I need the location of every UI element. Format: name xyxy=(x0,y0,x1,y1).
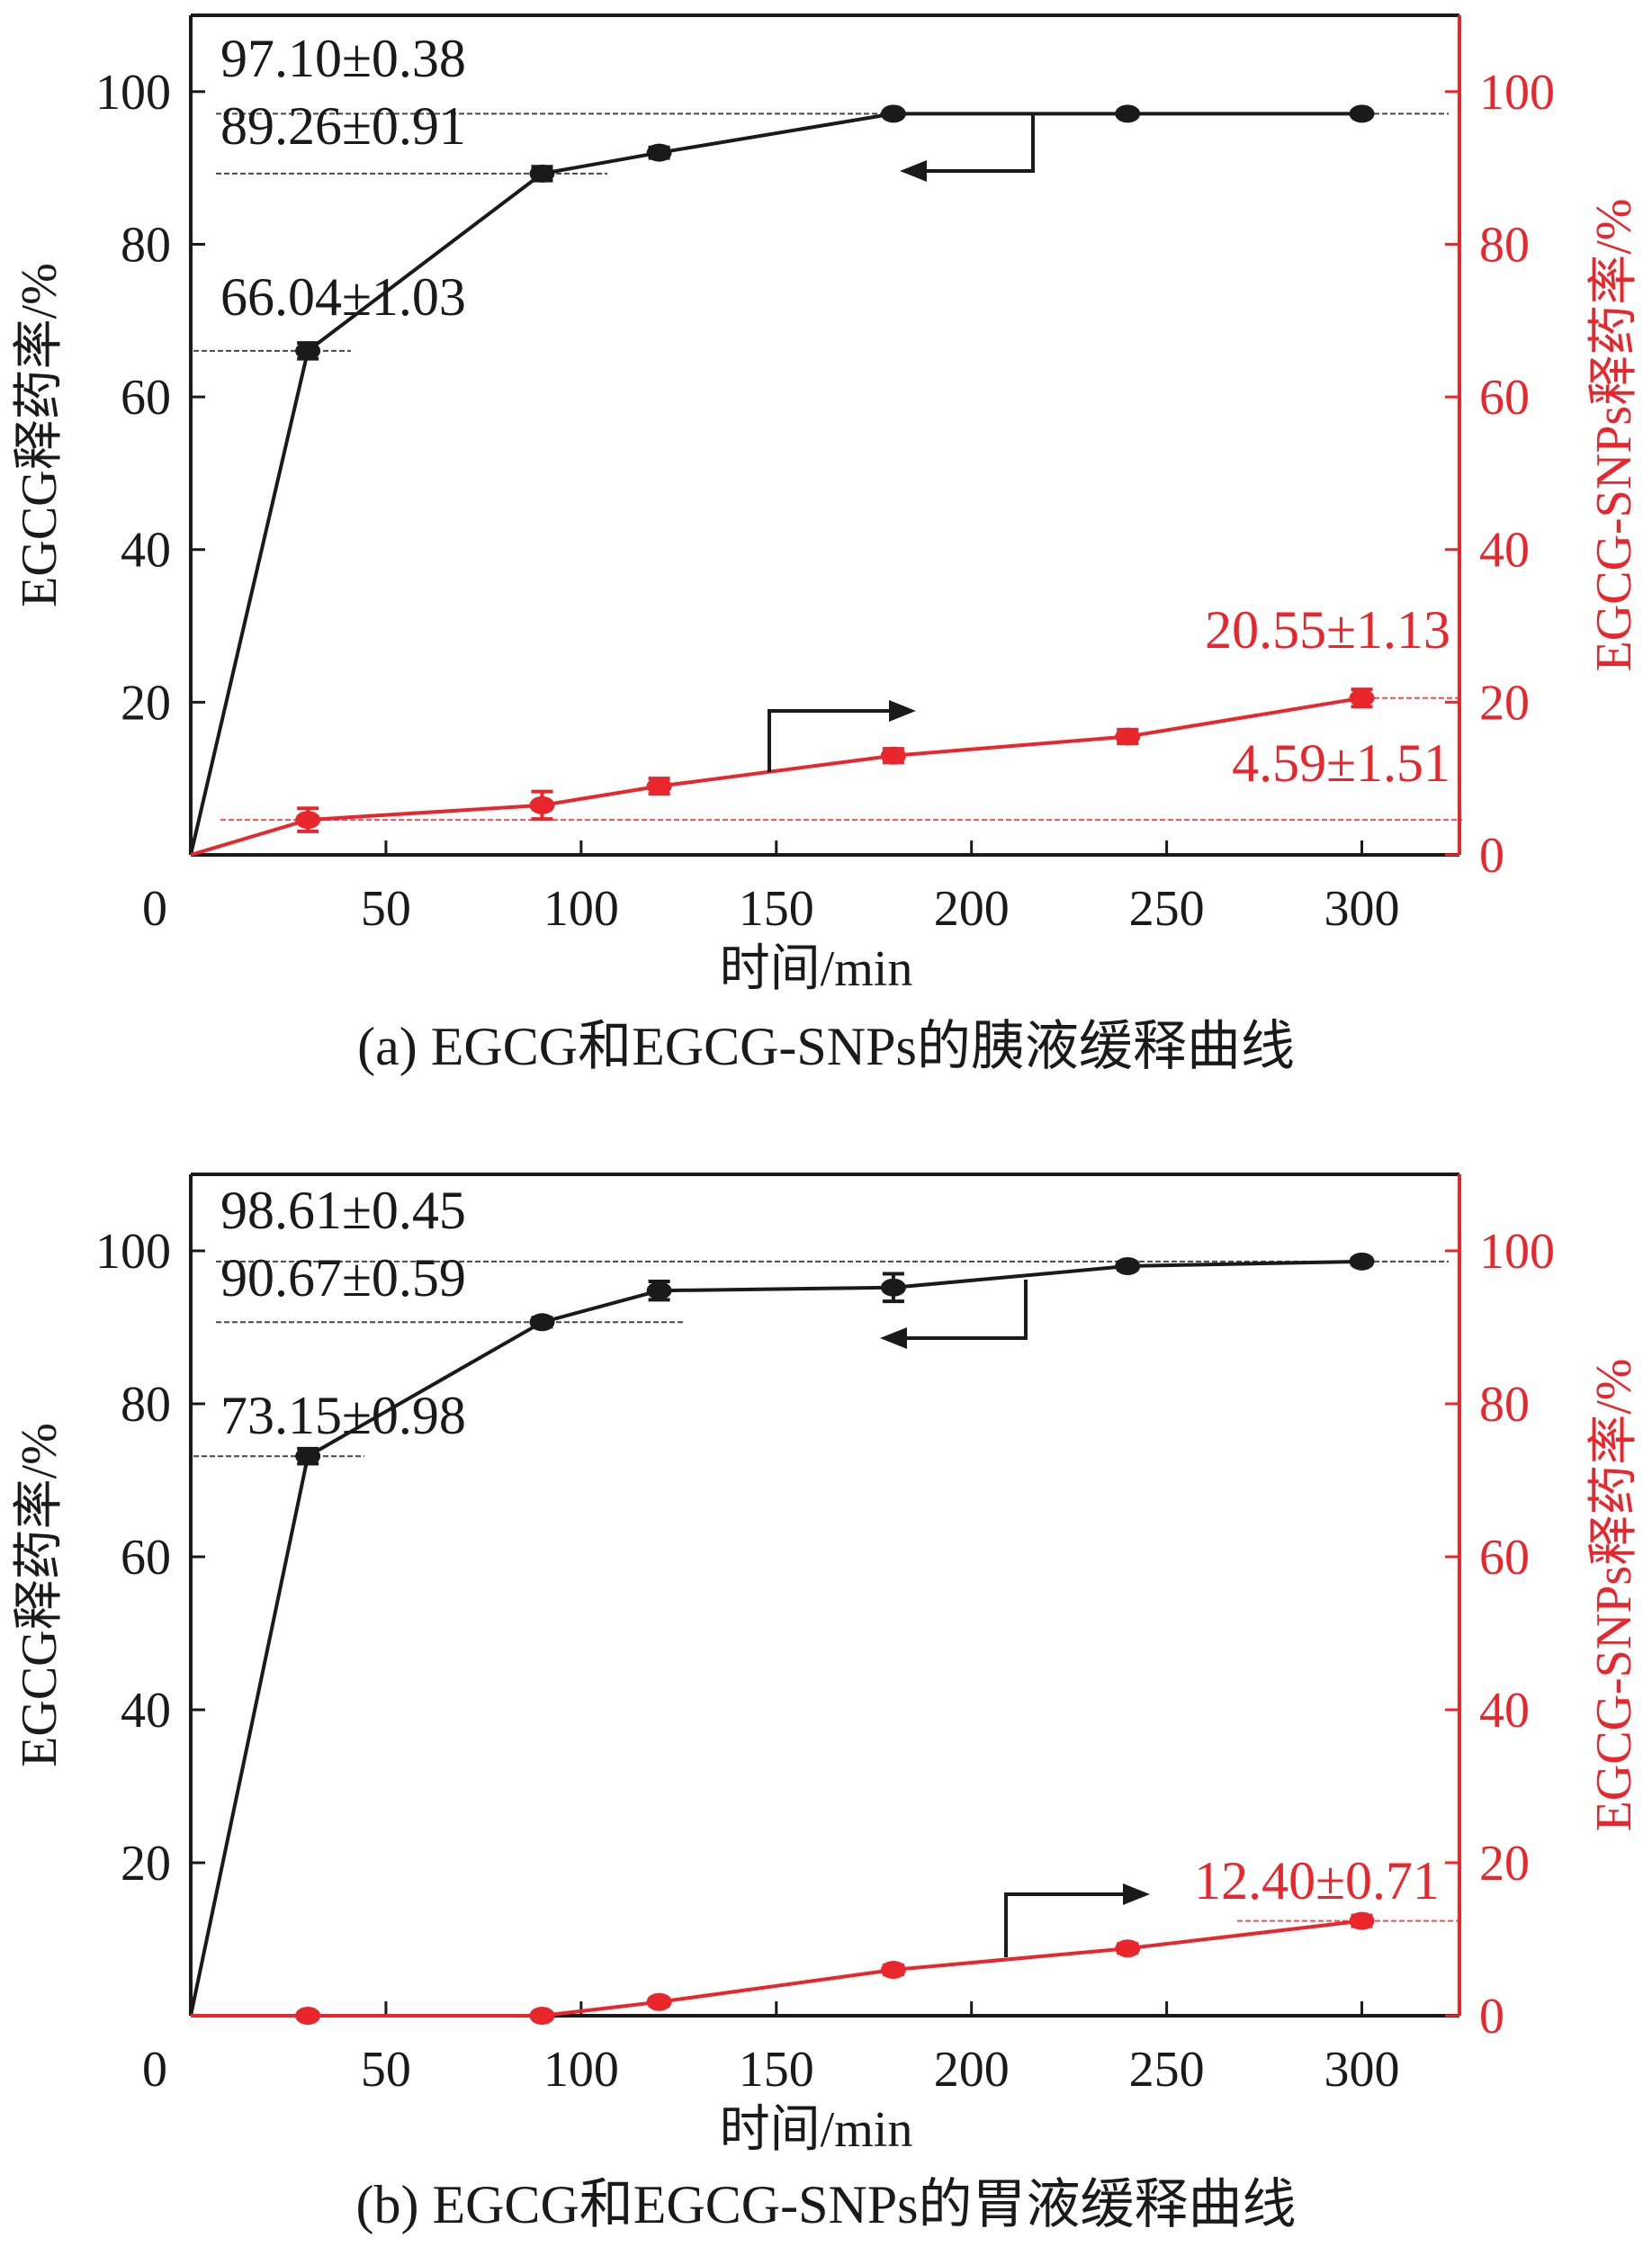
x-axis-label: 时间/min xyxy=(720,941,913,997)
figure-caption: (b) EGCG和EGCG-SNPs的胃液缓释曲线 xyxy=(355,2175,1296,2234)
data-point xyxy=(880,746,906,765)
annotation-label: 20.55±1.13 xyxy=(1205,600,1450,660)
x-tick-label: 50 xyxy=(361,2042,411,2098)
data-point xyxy=(1349,1252,1375,1271)
annotation-label: 97.10±0.38 xyxy=(220,29,466,88)
data-point xyxy=(295,2007,321,2025)
x-axis-label: 时间/min xyxy=(720,2102,913,2158)
series-egcg xyxy=(189,104,1375,856)
x-tick-label: 200 xyxy=(934,2042,1010,2098)
axis-arrow xyxy=(907,112,1035,173)
chart-panel-a: 0 50 100 150 200 250 300 20 40 60 80 100 0 20 40 60 80 10… xyxy=(12,13,1642,1076)
y-tick-label: 60 xyxy=(121,370,171,426)
arrow-head-icon xyxy=(889,700,916,722)
data-point xyxy=(880,1278,906,1297)
annotation-label: 12.40±0.71 xyxy=(1194,1851,1440,1910)
y-right-tick-label: 40 xyxy=(1479,523,1530,579)
series-egcg-snps xyxy=(191,1911,1375,2025)
data-point xyxy=(1115,104,1141,123)
x-tick-label: 300 xyxy=(1324,2042,1400,2098)
data-point xyxy=(295,341,321,360)
data-point xyxy=(529,795,555,814)
y-tick-label: 40 xyxy=(121,523,171,579)
y-right-tick-label: 80 xyxy=(1479,1377,1530,1433)
data-point xyxy=(646,777,672,795)
data-point xyxy=(529,1313,555,1332)
y-tick-label: 20 xyxy=(121,1836,171,1892)
data-point xyxy=(295,1447,321,1466)
series-line xyxy=(190,696,1362,857)
series-line xyxy=(189,1259,1362,2017)
y-tick-label: 100 xyxy=(95,1224,171,1280)
data-point xyxy=(646,1992,672,2011)
series-egcg-snps xyxy=(190,688,1375,857)
y-axis-label-right: EGCG-SNPs释药率/% xyxy=(1586,199,1642,672)
y-right-tick-label: 80 xyxy=(1479,217,1530,273)
axis-arrow xyxy=(768,709,909,772)
y-tick-label: 20 xyxy=(121,675,171,731)
data-point xyxy=(1115,727,1141,746)
y-right-tick-label: 0 xyxy=(1479,1989,1504,2045)
annotation-label: 66.04±1.03 xyxy=(220,267,466,327)
x-tick-label: 250 xyxy=(1129,2042,1205,2098)
data-point xyxy=(1349,1911,1375,1930)
arrow-head-icon xyxy=(880,1327,907,1349)
x-tick-label: 0 xyxy=(142,2042,167,2098)
data-point xyxy=(880,104,906,123)
data-point xyxy=(1115,1257,1141,1275)
data-point xyxy=(646,143,672,162)
y-tick-label: 40 xyxy=(121,1683,171,1739)
data-point xyxy=(1349,104,1375,123)
x-tick-label: 250 xyxy=(1129,881,1205,937)
figure-caption: (a) EGCG和EGCG-SNPs的胰液缓释曲线 xyxy=(357,1017,1295,1076)
x-tick-label: 150 xyxy=(739,881,814,937)
series-line xyxy=(189,112,1362,856)
y-right-tick-label: 0 xyxy=(1479,828,1504,884)
data-point xyxy=(529,164,555,183)
annotation-label: 90.67±0.59 xyxy=(220,1248,466,1308)
x-tick-label: 0 xyxy=(142,881,167,937)
annotation-label: 98.61±0.45 xyxy=(220,1181,466,1240)
annotation-label: 89.26±0.91 xyxy=(220,96,466,156)
x-tick-label: 100 xyxy=(543,2042,619,2098)
x-tick-label: 200 xyxy=(934,881,1010,937)
y-axis-label-left: EGCG释药率/% xyxy=(12,1423,67,1767)
chart-panel-b: 0 50 100 150 200 250 300 20 40 60 80 100 0 20 40 60 80 10… xyxy=(12,1173,1642,2234)
y-right-tick-label: 40 xyxy=(1479,1683,1530,1739)
y-right-tick-label: 20 xyxy=(1479,1836,1530,1892)
arrow-head-icon xyxy=(900,160,927,182)
data-point xyxy=(295,811,321,830)
annotation-label: 4.59±1.51 xyxy=(1232,733,1450,793)
axis-arrow xyxy=(886,1280,1028,1340)
x-tick-label: 100 xyxy=(543,881,619,937)
series-egcg xyxy=(189,1252,1375,2017)
y-tick-label: 80 xyxy=(121,217,171,273)
y-tick-label: 80 xyxy=(121,1377,171,1433)
y-tick-label: 100 xyxy=(95,65,171,121)
y-right-tick-label: 20 xyxy=(1479,675,1530,731)
data-point xyxy=(646,1281,672,1300)
data-point xyxy=(880,1961,906,1979)
y-axis-label-left: EGCG释药率/% xyxy=(12,263,67,607)
y-right-tick-label: 60 xyxy=(1479,370,1530,426)
y-right-tick-label: 60 xyxy=(1479,1530,1530,1586)
data-point xyxy=(1349,688,1375,707)
y-axis-label-right: EGCG-SNPs释药率/% xyxy=(1586,1359,1642,1832)
axis-arrow xyxy=(1004,1892,1143,1957)
data-point xyxy=(1115,1939,1141,1958)
y-tick-label: 60 xyxy=(121,1530,171,1586)
y-right-tick-label: 100 xyxy=(1479,65,1555,121)
arrow-head-icon xyxy=(1123,1883,1150,1905)
x-tick-label: 50 xyxy=(361,881,411,937)
y-right-tick-label: 100 xyxy=(1479,1224,1555,1280)
data-point xyxy=(529,2007,555,2025)
x-tick-label: 300 xyxy=(1324,881,1400,937)
x-tick-label: 150 xyxy=(739,2042,814,2098)
